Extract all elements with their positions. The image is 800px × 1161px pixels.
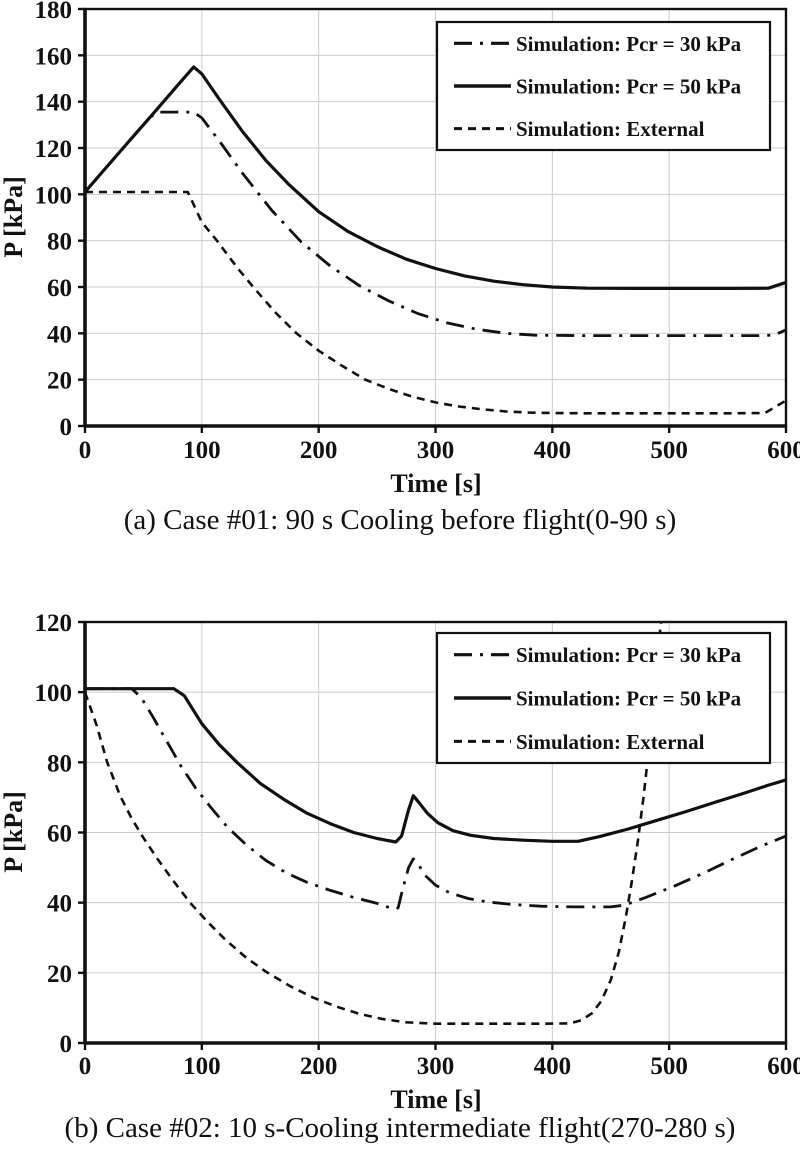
- series-solid-line: [85, 65, 786, 290]
- y-tick-label: 40: [47, 891, 72, 918]
- y-tick-label: 120: [35, 610, 73, 637]
- y-axis-title: P [kPa]: [0, 791, 28, 873]
- y-tick-label: 20: [47, 961, 72, 988]
- x-axis-title: Time [s]: [390, 1085, 481, 1113]
- y-tick-label: 0: [60, 414, 73, 441]
- case02-plot-svg: 0 100 200 300 400 500 600 0 20 40 60 80 100 120 Time […: [0, 610, 800, 1114]
- legend: Simulation: Pcr = 30 kPa Simulation: Pcr …: [435, 631, 772, 765]
- y-tick-label: 100: [35, 182, 73, 209]
- legend-label: Simulation: Pcr = 30 kPa: [516, 643, 742, 667]
- legend: Simulation: Pcr = 30 kPa Simulation: Pcr …: [435, 20, 772, 152]
- series-solid-line: [85, 687, 786, 844]
- series-dashdot-line: [85, 110, 786, 337]
- x-tick-label: 600: [767, 1053, 800, 1080]
- x-axis-title: Time [s]: [390, 469, 481, 498]
- y-tick-label: 80: [47, 750, 72, 777]
- x-tick-label: 400: [534, 1053, 572, 1080]
- x-tick-label: 600: [767, 437, 800, 464]
- legend-label: Simulation: External: [516, 730, 705, 754]
- y-axis-title: P [kPa]: [0, 176, 28, 258]
- y-tick-label: 20: [47, 368, 72, 395]
- legend-label: Simulation: Pcr = 30 kPa: [516, 32, 742, 56]
- chart-case02: 0 100 200 300 400 500 600 0 20 40 60 80 100 120 Time […: [0, 608, 800, 1114]
- y-tick-label: 120: [35, 136, 73, 163]
- y-tick-label: 0: [60, 1031, 73, 1058]
- legend-label: Simulation: External: [516, 117, 705, 141]
- x-tick-label: 200: [300, 1053, 338, 1080]
- y-tick-label: 100: [35, 680, 73, 707]
- x-tick-label: 100: [183, 1053, 221, 1080]
- y-tick-label: 180: [35, 0, 73, 24]
- y-tick-label: 140: [35, 90, 73, 117]
- x-tick-label: 200: [300, 437, 338, 464]
- x-tick-label: 500: [650, 437, 688, 464]
- chart-a-caption: (a) Case #01: 90 s Cooling before flight…: [123, 504, 677, 536]
- y-tick-label: 80: [47, 229, 72, 256]
- x-tick-label: 400: [534, 437, 572, 464]
- chart-b-caption: (b) Case #02: 10 s-Cooling intermediate …: [64, 1112, 736, 1144]
- x-tick-label: 0: [79, 1053, 92, 1080]
- x-tick-label: 500: [650, 1053, 688, 1080]
- x-tick-label: 0: [79, 437, 92, 464]
- legend-label: Simulation: Pcr = 50 kPa: [516, 75, 742, 99]
- legend-label: Simulation: Pcr = 50 kPa: [516, 687, 742, 711]
- y-tick-label: 60: [47, 275, 72, 302]
- x-tick-label: 300: [417, 1053, 455, 1080]
- y-tick-label: 60: [47, 821, 72, 848]
- y-tick-label: 40: [47, 321, 72, 348]
- x-tick-label: 300: [417, 437, 455, 464]
- case01-plot-svg: 0 100 200 300 400 500 600 0 20 40 60 80 100 120 140 160…: [0, 0, 800, 498]
- x-tick-label: 100: [183, 437, 221, 464]
- y-tick-label: 160: [35, 43, 73, 70]
- chart-case01: 0 100 200 300 400 500 600 0 20 40 60 80 100 120 140 160…: [0, 0, 800, 560]
- series-dashed-line: [85, 622, 663, 1025]
